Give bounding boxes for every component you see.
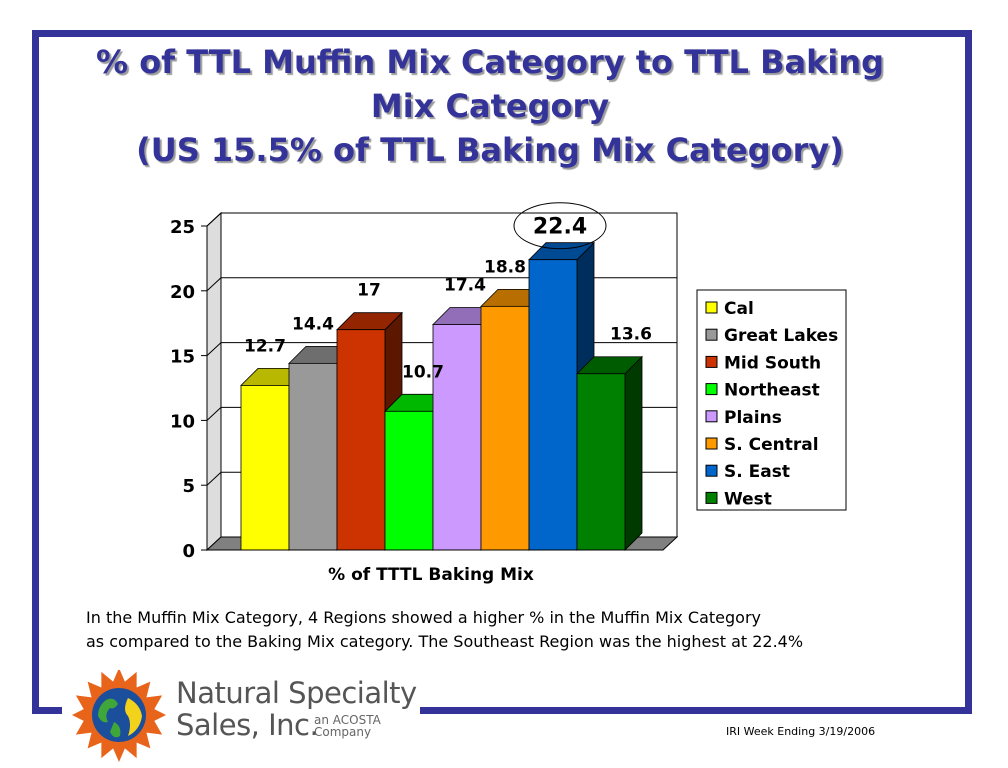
data-label-s-east: 22.4 (533, 215, 587, 240)
slide-frame (32, 30, 972, 714)
bar-great-lakes (288, 362, 338, 551)
bar-chart: 0 5 10 15 20 25 12.7 14.4 17 10.7 17.418.8 22.4 13.6… (170, 202, 847, 585)
bar-cal (240, 385, 290, 551)
title-line-2: Mix Category (370, 87, 610, 125)
brand-name-line-1: Natural Specialty (176, 676, 417, 710)
data-label-great-lakes: 14.4 (292, 314, 334, 334)
legend-label-s-east: S. East (724, 462, 790, 482)
x-axis-title: % of TTTL Baking Mix (328, 565, 534, 585)
title-line-1: % of TTL Muffin Mix Category to TTL Baki… (95, 43, 884, 81)
y-tick-label: 15 (170, 347, 195, 368)
chart-side-wall (206, 211, 222, 552)
legend-swatch-s-east (705, 464, 718, 477)
slide-title: % of TTL Muffin Mix Category to TTL Baki… (40, 40, 940, 172)
legend-label-plains: Plains (724, 408, 782, 428)
bar-mid-south (336, 329, 386, 551)
brand-name-line-2: Sales, Inc. (176, 708, 319, 742)
legend-box (696, 289, 847, 511)
data-label-plains: 17.4 (444, 275, 486, 295)
y-tick-label: 20 (170, 282, 195, 303)
legend-swatch-plains (705, 410, 718, 423)
title-line-3: (US 15.5% of TTL Baking Mix Category) (136, 131, 844, 169)
legend-swatch-northeast (705, 383, 718, 396)
data-label-cal: 12.7 (244, 336, 286, 356)
sun-globe-logo-icon (71, 670, 167, 762)
y-tick-label: 5 (182, 476, 195, 497)
bar-west (576, 373, 626, 551)
gridline-diag (206, 471, 222, 486)
footer-source: IRI Week Ending 3/19/2006 (726, 725, 876, 738)
legend-swatch-s-central (705, 437, 718, 450)
legend-label-s-central: S. Central (724, 435, 819, 455)
brand-tagline: an ACOSTA Company (314, 714, 381, 738)
legend-swatch-mid-south (705, 355, 718, 368)
y-tick-label: 10 (170, 411, 195, 432)
legend-label-great-lakes: Great Lakes (724, 326, 838, 346)
legend-swatch-great-lakes (705, 328, 718, 341)
gridline-diag (206, 342, 222, 356)
legend-swatch-cal (705, 301, 718, 314)
summary-note: In the Muffin Mix Category, 4 Regions sh… (86, 606, 803, 654)
legend-label-west: West (724, 489, 772, 509)
gridline-diag (206, 212, 222, 227)
legend-label-cal: Cal (724, 299, 754, 319)
legend-label-northeast: Northeast (724, 381, 820, 401)
brand-tagline-2: Company (314, 725, 372, 739)
data-label-mid-south: 17 (357, 281, 381, 301)
y-tick-label: 25 (170, 217, 195, 238)
highlight-oval (513, 202, 607, 250)
bar-side-west (624, 355, 643, 551)
gridline-diag (206, 277, 222, 292)
data-label-northeast: 10.7 (402, 362, 444, 382)
bar-plains (432, 324, 482, 551)
note-line-2: as compared to the Baking Mix category. … (86, 632, 804, 651)
note-line-1: In the Muffin Mix Category, 4 Regions sh… (86, 608, 762, 627)
legend-swatch-west (705, 491, 718, 504)
data-label-west: 13.6 (610, 325, 652, 345)
bar-s-central (480, 305, 530, 551)
bar-northeast (384, 410, 434, 551)
legend-label-mid-south: Mid South (724, 353, 821, 373)
brand-tagline-1: an ACOSTA (314, 713, 381, 727)
bar-s-east (528, 259, 578, 551)
gridline-diag (206, 407, 222, 421)
data-label-s-central: 18.8 (484, 257, 526, 277)
y-tick-label: 0 (182, 541, 195, 562)
